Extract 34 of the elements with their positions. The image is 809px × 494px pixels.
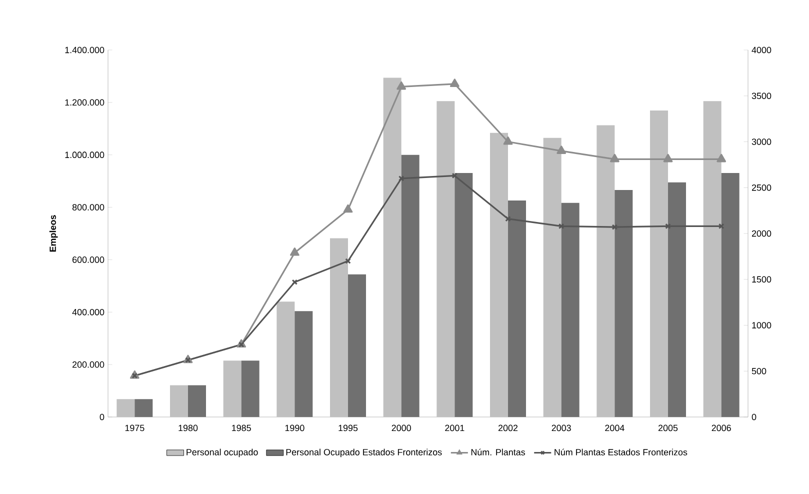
x-tick-label: 2006 [712, 424, 731, 432]
x-tick-label: 1980 [178, 424, 198, 432]
y-tick-label: 800.000 [72, 204, 104, 210]
x-tick-label: 2001 [445, 424, 464, 432]
x-tick-label: 1985 [232, 424, 251, 432]
x-tick-label: 1995 [338, 424, 358, 432]
y-axis-title: Empleos [49, 215, 58, 252]
y-tick-label: 400.000 [72, 308, 104, 316]
y2-tick-label: 2000 [752, 230, 772, 237]
y-tick-label: 1.200.000 [65, 99, 104, 106]
x-tick-label: 2000 [392, 424, 411, 432]
y-tick-label: 600.000 [72, 256, 104, 263]
y-tick-label: 1.000.000 [65, 152, 104, 158]
y2-tick-label: 500 [752, 368, 766, 374]
y2-tick-label: 1500 [752, 276, 772, 283]
legend-label: Personal Ocupado Estados Fronterizos [286, 448, 442, 458]
y2-tick-label: 1000 [752, 322, 772, 328]
y-tick-label: 1.400.000 [65, 46, 104, 54]
legend-label: Personal ocupado [186, 448, 258, 458]
y2-tick-label: 3000 [752, 138, 772, 145]
x-tick-label: 1975 [125, 424, 144, 432]
y2-tick-label: 0 [752, 414, 756, 420]
y-tick-label: 200.000 [72, 361, 104, 368]
y-tick-label: 0 [100, 414, 104, 420]
legend-label: Núm Plantas Estados Fronterizos [554, 448, 688, 456]
x-tick-label: 2005 [658, 424, 678, 432]
y2-tick-label: 4000 [752, 46, 772, 54]
x-tick-label: 2003 [552, 424, 571, 432]
y2-tick-label: 2500 [752, 184, 772, 191]
x-tick-label: 2004 [605, 424, 624, 432]
y2-tick-label: 3500 [752, 92, 772, 100]
x-tick-label: 2002 [498, 424, 518, 432]
legend-label: Núm. Plantas [471, 448, 525, 456]
x-tick-label: 1990 [285, 424, 304, 432]
